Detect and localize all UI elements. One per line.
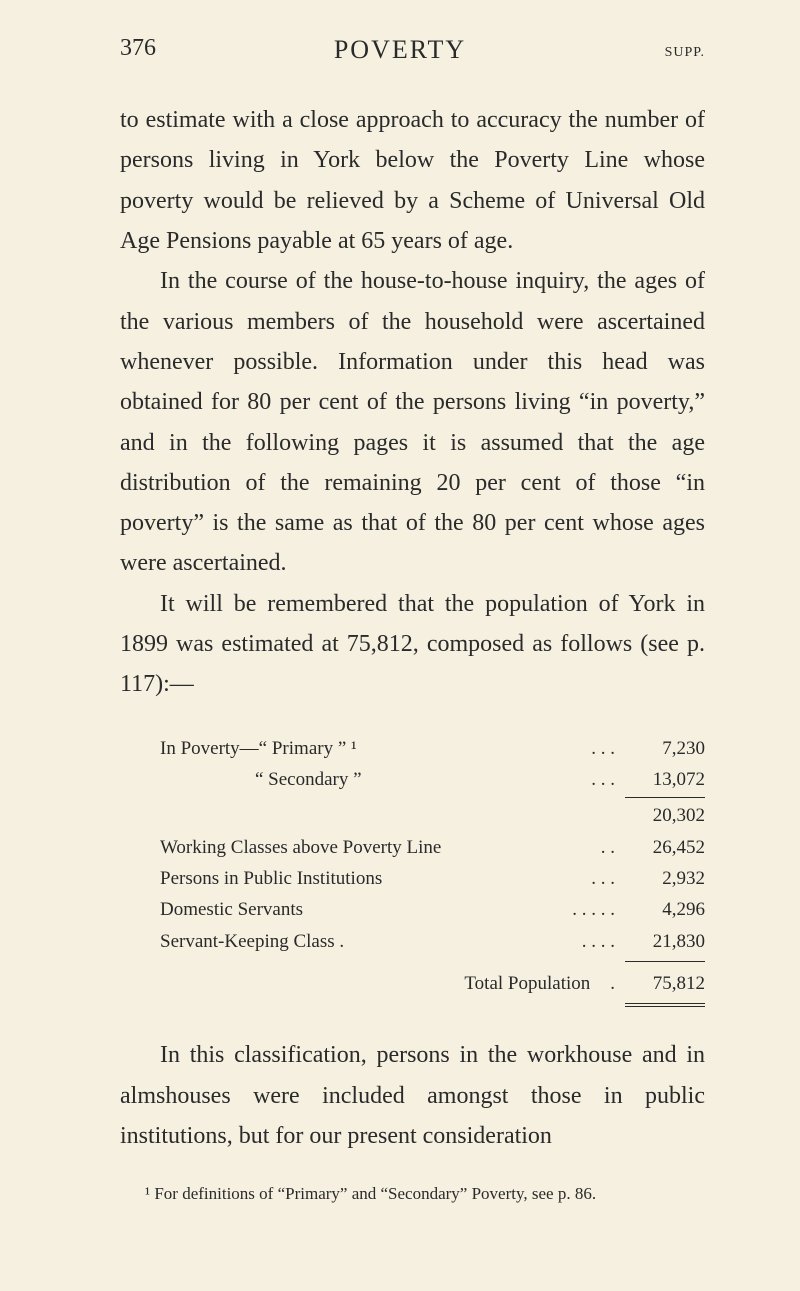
row-label: In Poverty—“ Primary ” ¹ bbox=[160, 733, 591, 764]
rule-line bbox=[625, 797, 705, 798]
body-text: to estimate with a close approach to acc… bbox=[120, 100, 705, 705]
row-dots: . . . bbox=[591, 863, 615, 894]
page-header: 376 POVERTY SUPP. bbox=[120, 35, 705, 62]
row-label: “ Secondary ” bbox=[160, 764, 591, 795]
row-label: Persons in Public Institutions bbox=[160, 863, 591, 894]
total-label: Total Population bbox=[160, 968, 610, 999]
table-row: Domestic Servants . . . . . 4,296 bbox=[160, 894, 705, 925]
row-label: Servant-Keeping Class . bbox=[160, 926, 582, 957]
row-label: Domestic Servants bbox=[160, 894, 572, 925]
paragraph-1: to estimate with a close approach to acc… bbox=[120, 100, 705, 261]
table-row: “ Secondary ” . . . 13,072 bbox=[160, 764, 705, 795]
row-value: 13,072 bbox=[615, 764, 705, 795]
table-row: Servant-Keeping Class . . . . . 21,830 bbox=[160, 926, 705, 957]
paragraph-2: In the course of the house-to-house inqu… bbox=[120, 261, 705, 584]
subtotal-value: 20,302 bbox=[615, 800, 705, 831]
row-dots: . . bbox=[601, 832, 615, 863]
page-title: POVERTY bbox=[334, 35, 466, 65]
supp-label: SUPP. bbox=[665, 45, 705, 61]
row-dots: . . . bbox=[591, 764, 615, 795]
page-number: 376 bbox=[120, 35, 156, 62]
subtotal-row: 20,302 bbox=[160, 800, 705, 831]
row-dots: . . . . . bbox=[572, 894, 615, 925]
double-rule-line bbox=[625, 1003, 705, 1007]
row-value: 2,932 bbox=[615, 863, 705, 894]
row-value: 21,830 bbox=[615, 926, 705, 957]
row-dots: . . . bbox=[591, 733, 615, 764]
total-row: Total Population . 75,812 bbox=[160, 968, 705, 999]
table-row: Working Classes above Poverty Line . . 2… bbox=[160, 832, 705, 863]
population-table: In Poverty—“ Primary ” ¹ . . . 7,230 “ S… bbox=[120, 733, 705, 1008]
row-label: Working Classes above Poverty Line bbox=[160, 832, 601, 863]
table-row: Persons in Public Institutions . . . 2,9… bbox=[160, 863, 705, 894]
rule-line bbox=[625, 961, 705, 962]
paragraph-4: In this classification, persons in the w… bbox=[120, 1035, 705, 1156]
body-text-lower: In this classification, persons in the w… bbox=[120, 1035, 705, 1156]
paragraph-3: It will be remembered that the populatio… bbox=[120, 584, 705, 705]
row-value: 4,296 bbox=[615, 894, 705, 925]
row-dots: . . . . bbox=[582, 926, 615, 957]
table-row: In Poverty—“ Primary ” ¹ . . . 7,230 bbox=[160, 733, 705, 764]
row-value: 26,452 bbox=[615, 832, 705, 863]
total-value: 75,812 bbox=[615, 968, 705, 999]
row-value: 7,230 bbox=[615, 733, 705, 764]
footnote: ¹ For definitions of “Primary” and “Seco… bbox=[120, 1184, 705, 1204]
